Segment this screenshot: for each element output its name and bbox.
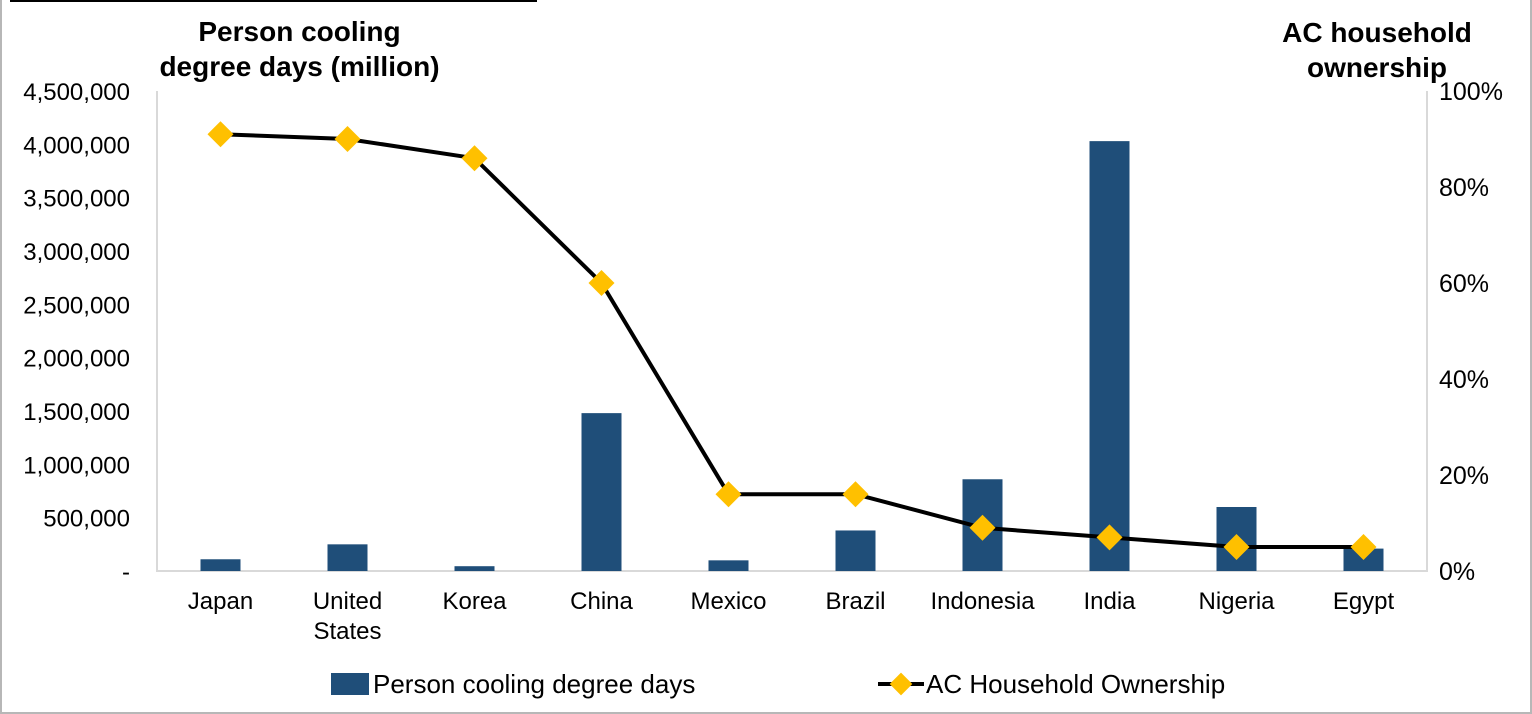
x-axis-category-label: Nigeria [1198,588,1275,615]
bar-series-swatch [331,673,369,695]
x-axis-category-label: Korea [442,588,507,615]
diamond-marker-icon [889,672,913,696]
bar [327,544,368,571]
diamond-marker-icon [969,514,996,541]
left-axis-tick-label: 1,000,000 [23,452,130,479]
ownership-line [220,132,1364,549]
diamond-marker-icon [715,481,742,508]
right-axis-title-line1: AC household [1282,17,1472,48]
window-edge-artifact [10,0,537,2]
diamond-marker-icon [461,145,488,172]
x-axis-category-label: Egypt [1333,588,1395,615]
right-axis-tick-label: 40% [1439,366,1489,394]
bar [454,566,495,571]
legend-item-bar-series: Person cooling degree days [331,666,695,702]
left-axis-tick-label: - [122,559,130,586]
x-axis-category-label: India [1083,588,1136,615]
bar [581,413,622,571]
left-axis-title-line2: degree days (million) [159,51,440,82]
right-axis-tick-label: 80% [1439,174,1489,202]
right-axis-title: AC household ownership [1274,15,1480,85]
bar [200,559,241,571]
bar [835,530,876,571]
right-axis-tick-label: 100% [1439,78,1503,106]
legend: Person cooling degree days AC Household … [2,666,1530,706]
legend-label: AC Household Ownership [926,668,1226,699]
legend-item-line-series: AC Household Ownership [878,666,1225,702]
line-series-swatch [878,672,924,696]
left-axis-tick-label: 3,500,000 [23,186,130,213]
x-axis-category-label: Japan [188,588,253,615]
left-axis-title-line1: Person cooling [198,16,401,47]
x-axis-category-label: Indonesia [930,588,1035,615]
bar [1089,141,1130,571]
diamond-marker-icon [842,481,869,508]
diamond-marker-icon [588,270,615,296]
left-axis-tick-label: 500,000 [43,506,130,533]
diamond-marker-icon [334,126,361,152]
left-axis-tick-label: 2,000,000 [23,346,130,373]
x-axis-category-label: Mexico [690,588,766,615]
x-axis-category-label: States [313,618,381,645]
bar [708,560,749,571]
left-axis-tick-label: 4,500,000 [23,79,130,106]
left-axis-tick-label: 4,000,000 [23,132,130,159]
x-axis-category-label: United [313,588,382,615]
left-axis-tick-label: 3,000,000 [23,239,130,266]
x-axis-category-label: Brazil [825,588,885,615]
right-axis-tick-label: 0% [1439,558,1475,586]
right-axis-title-line2: ownership [1306,52,1447,83]
right-axis-tick-label: 60% [1439,270,1489,298]
diamond-marker-icon [1223,534,1250,560]
legend-label: Person cooling degree days [373,668,696,699]
diamond-marker-icon [207,121,234,148]
left-axis-tick-label: 1,500,000 [23,399,130,426]
diamond-marker-icon [1350,534,1377,560]
left-axis-tick-label: 2,500,000 [23,292,130,319]
diamond-marker-icon [1096,524,1123,551]
left-axis-title: Person cooling degree days (million) [152,14,447,84]
right-axis-tick-label: 20% [1439,462,1489,490]
x-axis-category-label: China [570,588,633,615]
